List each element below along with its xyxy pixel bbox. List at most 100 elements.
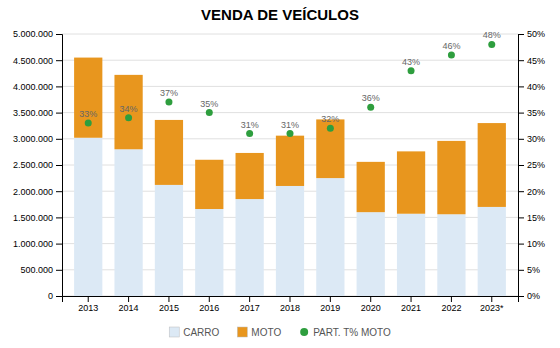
tick-mark <box>56 139 62 140</box>
bar <box>195 209 223 296</box>
bar <box>478 207 506 296</box>
tick-label: 2015 <box>159 303 179 313</box>
tick-label: 15% <box>527 213 545 223</box>
point <box>327 125 334 132</box>
data-label: 32% <box>321 114 339 124</box>
legend-item: CARRO <box>169 327 219 338</box>
tick: 0% <box>518 291 540 301</box>
tick-label: 5.000.000 <box>13 29 53 39</box>
bar-series <box>74 58 506 215</box>
tick-mark <box>330 296 331 302</box>
tick-mark <box>370 296 371 302</box>
bar <box>397 151 425 213</box>
x-axis: 2013 2014 2015 2016 2017 2018 2019 2020 2021 2022… <box>63 296 519 313</box>
legend-swatch <box>237 327 247 337</box>
tick-label: 10% <box>527 239 545 249</box>
tick: 10% <box>518 239 545 249</box>
tick-mark <box>56 270 62 271</box>
tick: 2022 <box>441 296 461 313</box>
tick-mark <box>56 296 62 297</box>
grid <box>62 34 518 296</box>
tick: 2017 <box>240 296 260 313</box>
bar <box>74 138 102 296</box>
tick-label: 2016 <box>199 303 219 313</box>
legend-label: PART. T% MOTO <box>313 327 391 338</box>
tick-mark <box>518 244 524 245</box>
data-label: 31% <box>241 120 259 130</box>
bar <box>316 178 344 296</box>
data-label: 35% <box>200 99 218 109</box>
tick: 4.000.000 <box>13 82 62 92</box>
tick-label: 2013 <box>78 303 98 313</box>
point <box>206 109 213 116</box>
tick-mark <box>168 296 169 302</box>
tick-mark <box>56 34 62 35</box>
plot: 33%34%37%35%31%31%32%36%43%46%48%0500.00… <box>13 29 545 313</box>
tick: 25% <box>518 160 545 170</box>
tick: 2.000.000 <box>13 187 62 197</box>
legend-label: CARRO <box>183 327 219 338</box>
data-label: 33% <box>79 109 97 119</box>
tick-mark <box>56 244 62 245</box>
tick-label: 40% <box>527 82 545 92</box>
tick-mark <box>518 165 524 166</box>
legend-swatch <box>169 327 179 337</box>
tick-label: 50% <box>527 29 545 39</box>
bar <box>276 186 304 296</box>
data-label: 34% <box>120 104 138 114</box>
bar <box>276 136 304 186</box>
tick: 45% <box>518 56 545 66</box>
tick: 1.500.000 <box>13 213 62 223</box>
chart: 33%34%37%35%31%31%32%36%43%46%48%0500.00… <box>0 0 560 348</box>
data-label: 43% <box>402 57 420 67</box>
tick-label: 1.500.000 <box>13 213 53 223</box>
tick: 0 <box>48 291 62 301</box>
bar <box>236 153 264 199</box>
data-label: 31% <box>281 120 299 130</box>
tick-label: 0% <box>527 291 540 301</box>
tick: 2016 <box>199 296 219 313</box>
tick-label: 2018 <box>280 303 300 313</box>
tick-label: 0 <box>48 291 53 301</box>
tick: 2021 <box>401 296 421 313</box>
tick-mark <box>491 296 492 302</box>
tick-label: 2022 <box>441 303 461 313</box>
tick: 3.500.000 <box>13 108 62 118</box>
tick: 2018 <box>280 296 300 313</box>
tick: 35% <box>518 108 545 118</box>
tick-mark <box>518 86 524 87</box>
axis-line <box>63 297 519 303</box>
bar <box>316 119 344 178</box>
tick-label: 3.000.000 <box>13 134 53 144</box>
point <box>408 67 415 74</box>
bar <box>74 58 102 138</box>
tick-label: 500.000 <box>20 265 53 275</box>
tick-label: 5% <box>527 265 540 275</box>
tick: 3.000.000 <box>13 134 62 144</box>
tick-label: 2.000.000 <box>13 187 53 197</box>
point <box>287 130 294 137</box>
y-axis: 0 500.000 1.000.000 1.500.000 2.000.000 2.500… <box>13 29 63 301</box>
point <box>448 51 455 58</box>
tick: 2023* <box>480 296 504 313</box>
tick: 2.500.000 <box>13 160 62 170</box>
tick-mark <box>518 217 524 218</box>
tick-mark <box>451 296 452 302</box>
tick: 50% <box>518 29 545 39</box>
grid-line <box>62 34 518 35</box>
data-label: 48% <box>483 30 501 40</box>
tick-mark <box>411 296 412 302</box>
tick-label: 4.500.000 <box>13 56 53 66</box>
tick-mark <box>249 296 250 302</box>
tick-mark <box>56 86 62 87</box>
bar <box>195 160 223 209</box>
legend-swatch <box>300 328 308 336</box>
tick: 2019 <box>320 296 340 313</box>
tick-label: 25% <box>527 160 545 170</box>
tick: 1.000.000 <box>13 239 62 249</box>
tick-label: 20% <box>527 187 545 197</box>
tick: 2020 <box>361 296 381 313</box>
tick-label: 2014 <box>119 303 139 313</box>
point <box>125 114 132 121</box>
tick-label: 4.000.000 <box>13 82 53 92</box>
